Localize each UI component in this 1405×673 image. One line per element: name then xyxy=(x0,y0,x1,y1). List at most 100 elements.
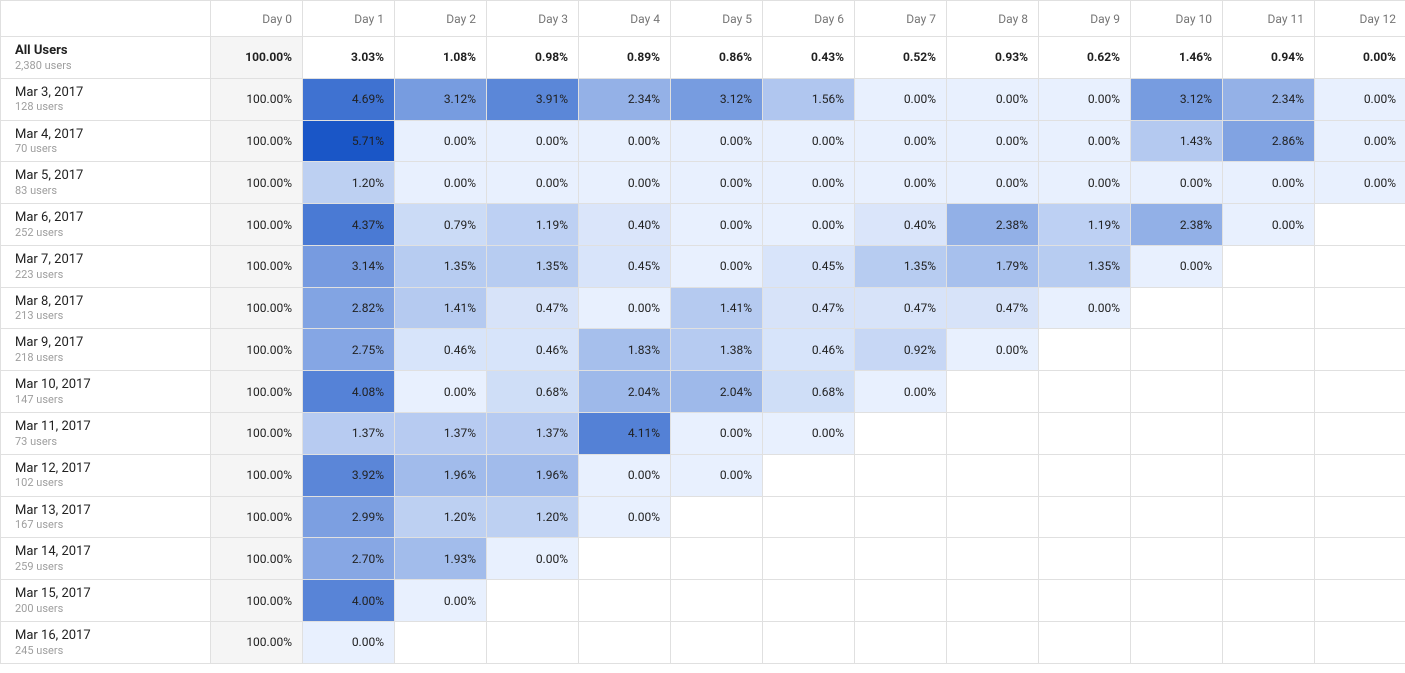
cohort-cell: 3.92% xyxy=(303,454,395,496)
cohort-cell: 0.92% xyxy=(855,329,947,371)
empty-cell xyxy=(579,538,671,580)
cohort-cell: 0.45% xyxy=(579,245,671,287)
cohort-cell: 0.00% xyxy=(855,162,947,204)
summary-row: All Users2,380 users100.00%3.03%1.08%0.9… xyxy=(1,37,1405,79)
summary-cell-day0: 100.00% xyxy=(211,37,303,79)
cohort-cell: 0.79% xyxy=(395,204,487,246)
cohort-rowhead: Mar 5, 201783 users xyxy=(1,162,211,204)
summary-rowhead: All Users2,380 users xyxy=(1,37,211,79)
cohort-cell: 1.96% xyxy=(487,454,579,496)
summary-cell-day1: 3.03% xyxy=(303,37,395,79)
cohort-row: Mar 6, 2017252 users100.00%4.37%0.79% 1.1… xyxy=(1,204,1405,246)
cohort-cell: 0.00% xyxy=(1039,162,1131,204)
empty-cell xyxy=(1315,329,1405,371)
cohort-sub: 73 users xyxy=(15,435,200,448)
cohort-sub: 102 users xyxy=(15,476,200,489)
cohort-cell: 2.99% xyxy=(303,496,395,538)
cohort-label: Mar 4, 2017 xyxy=(15,127,200,143)
cohort-rowhead: Mar 11, 201773 users xyxy=(1,413,211,455)
cohort-cell: 0.00% xyxy=(763,204,855,246)
empty-cell xyxy=(1223,580,1315,622)
cohort-cell: 100.00% xyxy=(211,496,303,538)
cohort-sub: 245 users xyxy=(15,644,200,657)
cohort-cell: 0.00% xyxy=(763,413,855,455)
cohort-cell: 2.70% xyxy=(303,538,395,580)
empty-cell xyxy=(763,580,855,622)
cohort-cell: 3.12% xyxy=(395,78,487,120)
cohort-label: Mar 16, 2017 xyxy=(15,628,200,644)
empty-cell xyxy=(1039,371,1131,413)
cohort-cell: 0.00% xyxy=(1223,204,1315,246)
cohort-rowhead: Mar 9, 2017218 users xyxy=(1,329,211,371)
cohort-row: Mar 5, 201783 users100.00%1.20%0.00%0.00… xyxy=(1,162,1405,204)
summary-cell-day11: 0.94% xyxy=(1223,37,1315,79)
cohort-cell: 0.00% xyxy=(671,204,763,246)
cohort-label: Mar 14, 2017 xyxy=(15,544,200,560)
empty-cell xyxy=(1039,413,1131,455)
summary-cell-day5: 0.86% xyxy=(671,37,763,79)
cohort-row: Mar 11, 201773 users100.00%1.37%1.37%1.3… xyxy=(1,413,1405,455)
cohort-rowhead: Mar 12, 2017102 users xyxy=(1,454,211,496)
cohort-cell: 1.83% xyxy=(579,329,671,371)
cohort-cell: 100.00% xyxy=(211,204,303,246)
empty-cell xyxy=(855,496,947,538)
cohort-cell: 0.00% xyxy=(395,580,487,622)
cohort-row: Mar 12, 2017102 users100.00%3.92%1.96%1.… xyxy=(1,454,1405,496)
cohort-row: Mar 15, 2017200 users100.00%4.00%0.00% xyxy=(1,580,1405,622)
cohort-cell: 0.00% xyxy=(487,162,579,204)
summary-sub: 2,380 users xyxy=(15,59,200,72)
cohort-label: Mar 15, 2017 xyxy=(15,586,200,602)
cohort-cell: 0.00% xyxy=(671,413,763,455)
empty-cell xyxy=(763,454,855,496)
cohort-label: Mar 9, 2017 xyxy=(15,335,200,351)
header-day-10: Day 10 xyxy=(1131,1,1223,37)
cohort-cell: 2.04% xyxy=(579,371,671,413)
empty-cell xyxy=(947,538,1039,580)
summary-cell-day9: 0.62% xyxy=(1039,37,1131,79)
empty-cell xyxy=(947,621,1039,663)
cohort-row: Mar 3, 2017128 users100.00%4.69%3.12%3.9… xyxy=(1,78,1405,120)
empty-cell xyxy=(1131,454,1223,496)
empty-cell xyxy=(1223,329,1315,371)
empty-cell xyxy=(1315,204,1405,246)
header-day-9: Day 9 xyxy=(1039,1,1131,37)
cohort-cell: 1.37% xyxy=(303,413,395,455)
cohort-rowhead: Mar 16, 2017245 users xyxy=(1,621,211,663)
summary-label: All Users xyxy=(15,43,200,59)
cohort-cell: 100.00% xyxy=(211,371,303,413)
cohort-label: Mar 10, 2017 xyxy=(15,377,200,393)
cohort-rowhead: Mar 4, 201770 users xyxy=(1,120,211,162)
header-day-0: Day 0 xyxy=(211,1,303,37)
cohort-cell: 2.86% xyxy=(1223,120,1315,162)
cohort-cell: 0.00% xyxy=(487,538,579,580)
cohort-row: Mar 7, 2017223 users100.00%3.14%1.35%1.3… xyxy=(1,245,1405,287)
cohort-sub: 218 users xyxy=(15,351,200,364)
cohort-sub: 213 users xyxy=(15,309,200,322)
cohort-cell: 100.00% xyxy=(211,454,303,496)
header-day-1: Day 1 xyxy=(303,1,395,37)
cohort-cell: 2.82% xyxy=(303,287,395,329)
empty-cell xyxy=(1315,413,1405,455)
cohort-cell: 1.19% xyxy=(1039,204,1131,246)
cohort-cell: 100.00% xyxy=(211,120,303,162)
cohort-cell: 5.71% xyxy=(303,120,395,162)
empty-cell xyxy=(1223,371,1315,413)
empty-cell xyxy=(1223,496,1315,538)
empty-cell xyxy=(1315,287,1405,329)
header-row: Day 0Day 1Day 2Day 3Day 4Day 5Day 6Day 7… xyxy=(1,1,1405,37)
cohort-cell: 4.37% xyxy=(303,204,395,246)
cohort-cell: 0.00% xyxy=(947,120,1039,162)
cohort-cell: 0.00% xyxy=(303,621,395,663)
cohort-cell: 0.00% xyxy=(947,329,1039,371)
header-blank xyxy=(1,1,211,37)
empty-cell xyxy=(1315,371,1405,413)
cohort-sub: 167 users xyxy=(15,518,200,531)
empty-cell xyxy=(487,621,579,663)
cohort-cell: 0.47% xyxy=(763,287,855,329)
cohort-row: Mar 14, 2017259 users100.00%2.70%1.93%0.… xyxy=(1,538,1405,580)
cohort-cell: 1.43% xyxy=(1131,120,1223,162)
empty-cell xyxy=(395,621,487,663)
empty-cell xyxy=(671,496,763,538)
cohort-cell: 0.00% xyxy=(1131,162,1223,204)
cohort-rowhead: Mar 6, 2017252 users xyxy=(1,204,211,246)
